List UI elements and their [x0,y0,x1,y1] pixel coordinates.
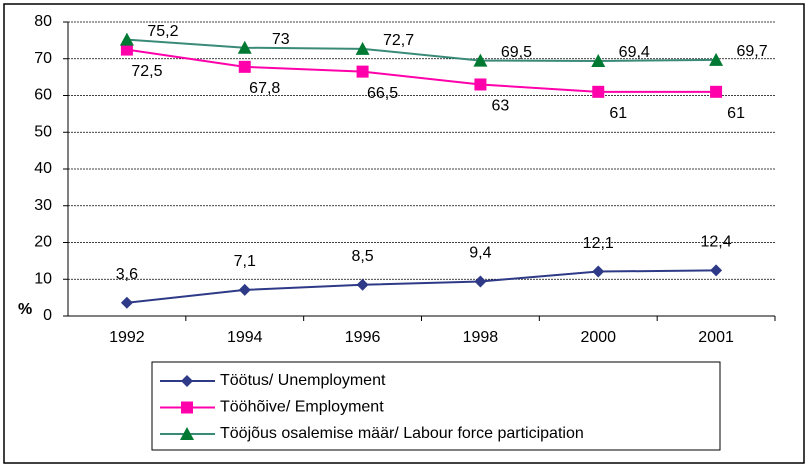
series-line [126,269,717,304]
y-tick-label: 20 [34,234,52,251]
legend-marker [181,401,193,414]
legend [151,361,721,451]
legend-label: Tööhõive/ Employment [220,399,384,416]
data-point [473,53,488,67]
data-point [356,278,369,291]
x-tick-label: 1992 [109,329,145,346]
y-tick-label: 60 [34,87,52,104]
data-point [710,264,723,277]
legend-marker [180,427,194,440]
data-point [592,265,605,278]
data-point [119,32,134,46]
data-point [709,52,724,66]
x-tick-label: 1998 [463,329,499,346]
data-label: 66,5 [367,85,398,102]
y-axis-label: % [18,301,32,318]
data-label: 69,7 [737,43,768,60]
data-label: 61 [609,105,627,122]
series-line [126,48,717,93]
data-label: 8,5 [351,248,373,265]
data-label: 63 [492,98,510,115]
legend-marker [181,375,193,387]
legend-label: Tööjõus osalemise määr/ Labour force par… [220,425,584,442]
data-point [474,78,487,91]
data-point [237,40,252,54]
data-label: 67,8 [249,80,280,97]
data-point [120,296,133,309]
x-tick-label: 2001 [698,329,734,346]
data-label: 72,7 [383,32,414,49]
data-point [592,85,605,98]
data-label: 72,5 [131,63,162,80]
data-point [355,41,370,55]
data-label: 73 [272,31,290,48]
y-tick-label: 30 [34,197,52,214]
data-label: 3,6 [116,266,138,283]
data-point [238,60,251,73]
data-point [591,53,606,67]
data-label: 12,1 [583,235,614,252]
data-label: 75,2 [147,23,178,40]
data-label: 9,4 [469,245,491,262]
y-tick-label: 70 [34,50,52,67]
data-label: 69,4 [619,44,650,61]
data-point [474,275,487,288]
legend-label: Töötus/ Unemployment [220,372,386,389]
data-label: 69,5 [501,44,532,61]
data-label: 12,4 [701,234,732,251]
x-tick-label: 2000 [580,329,616,346]
series-line [126,38,717,62]
y-tick-label: 50 [34,123,52,140]
data-point [120,43,133,56]
data-point [238,283,251,296]
data-label: 7,1 [234,253,256,270]
y-tick-label: 40 [34,160,52,177]
x-tick-label: 1996 [345,329,381,346]
y-tick-label: 0 [43,307,52,324]
data-point [356,65,369,78]
y-tick-label: 80 [34,13,52,30]
y-tick-label: 10 [34,270,52,287]
data-label: 61 [727,105,745,122]
x-tick-label: 1994 [227,329,263,346]
data-point [710,85,723,98]
